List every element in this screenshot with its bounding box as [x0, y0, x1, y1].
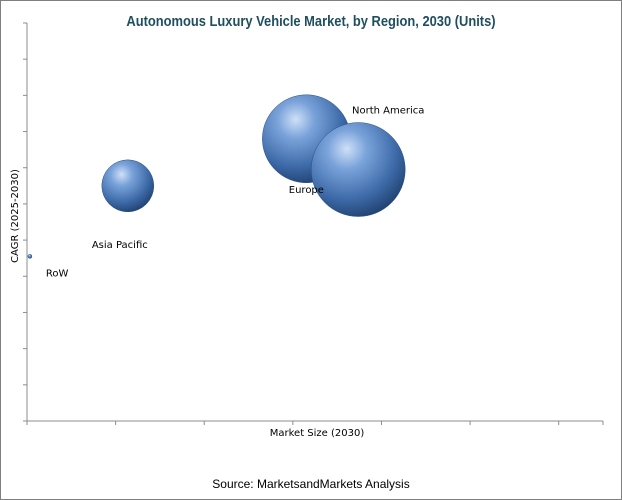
- bubble-label-row: RoW: [46, 268, 69, 279]
- bubble-row: [27, 254, 33, 259]
- bubble-asia-pacific: [101, 159, 155, 213]
- bubble-labels: RoW Asia Pacific Europe North America: [46, 106, 425, 280]
- bubbles: [27, 94, 406, 259]
- y-axis-label: CAGR (2025-2030): [10, 169, 21, 263]
- chart-title: Autonomous Luxury Vehicle Market, by Reg…: [126, 13, 496, 30]
- bubble-label-asia-pacific: Asia Pacific: [92, 240, 148, 251]
- axes: [23, 22, 604, 425]
- source-note: Source: MarketsandMarkets Analysis: [212, 477, 410, 491]
- bubble-label-north-america: North America: [352, 106, 424, 117]
- bubble-label-europe: Europe: [289, 185, 324, 196]
- x-axis-label: Market Size (2030): [270, 428, 365, 439]
- bubble-north-america: [310, 122, 406, 217]
